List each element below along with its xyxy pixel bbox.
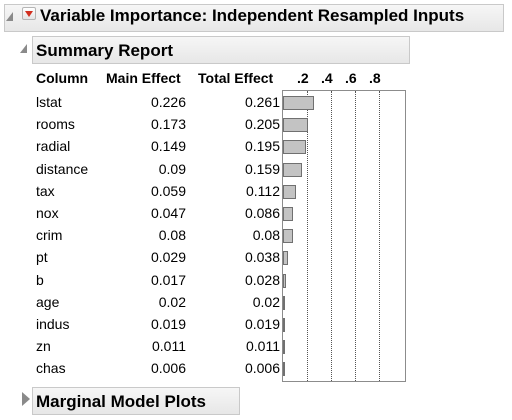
row-variable-name: distance <box>36 160 89 177</box>
row-variable-name: age <box>36 293 60 310</box>
row-variable-name: b <box>36 271 44 288</box>
marginal-model-plots-header[interactable] <box>32 387 240 415</box>
total-effect-bar <box>283 318 286 332</box>
row-main-effect: 0.011 <box>152 338 186 355</box>
row-main-effect: 0.09 <box>158 160 186 177</box>
row-main-effect: 0.173 <box>150 116 186 133</box>
row-total-effect: 0.112 <box>246 182 280 199</box>
row-main-effect: 0.226 <box>150 94 186 110</box>
total-effect-bar <box>283 340 285 355</box>
total-effect-bar <box>283 140 307 155</box>
row-variable-name: lstat <box>36 94 62 110</box>
total-effect-bar <box>283 96 315 110</box>
row-variable-name: rooms <box>36 116 75 133</box>
row-main-effect: 0.047 <box>150 205 186 221</box>
total-effect-bar <box>283 229 293 244</box>
total-effect-bar-chart <box>282 90 406 382</box>
row-total-effect: 0.011 <box>246 338 280 355</box>
row-total-effect: 0.028 <box>244 271 280 288</box>
column-header-column: Column <box>36 70 89 86</box>
summary-report-title: Summary Report <box>36 41 173 60</box>
total-effect-bar <box>283 362 285 377</box>
row-main-effect: 0.006 <box>150 360 186 377</box>
row-main-effect: 0.017 <box>150 271 186 288</box>
total-effect-bar <box>283 118 308 133</box>
row-total-effect: 0.195 <box>244 138 280 155</box>
total-effect-bar <box>283 162 303 177</box>
row-total-effect: 0.205 <box>244 116 280 133</box>
axis-gridline <box>379 91 380 381</box>
row-main-effect: 0.019 <box>150 316 186 332</box>
red-triangle-menu-icon[interactable] <box>22 7 36 20</box>
row-variable-name: zn <box>36 338 51 355</box>
row-main-effect: 0.029 <box>150 249 186 266</box>
axis-tick-label: .6 <box>345 70 357 86</box>
row-main-effect: 0.059 <box>150 182 186 199</box>
total-effect-bar <box>283 295 286 310</box>
row-variable-name: pt <box>36 249 48 266</box>
row-total-effect: 0.006 <box>244 360 280 377</box>
total-effect-bar <box>283 273 287 288</box>
axis-gridline <box>331 91 332 381</box>
row-total-effect: 0.086 <box>244 205 280 221</box>
variable-importance-header <box>4 4 504 32</box>
axis-gridline <box>355 91 356 381</box>
row-total-effect: 0.038 <box>244 249 280 266</box>
row-main-effect: 0.08 <box>158 227 186 244</box>
row-total-effect: 0.019 <box>244 316 280 332</box>
axis-tick-label: .8 <box>369 70 381 86</box>
row-variable-name: crim <box>36 227 63 244</box>
axis-gridline <box>307 91 308 381</box>
row-main-effect: 0.149 <box>150 138 186 155</box>
disclosure-open-icon[interactable] <box>6 12 13 21</box>
column-header-total-effect: Total Effect <box>198 70 274 86</box>
summary-report-header[interactable] <box>32 36 410 64</box>
row-main-effect: 0.02 <box>158 293 186 310</box>
row-total-effect: 0.02 <box>252 293 280 310</box>
marginal-model-plots-title: Marginal Model Plots <box>36 392 207 411</box>
row-variable-name: radial <box>36 138 71 155</box>
row-total-effect: 0.261 <box>244 94 280 110</box>
row-total-effect: 0.159 <box>244 160 280 177</box>
total-effect-bar <box>283 207 294 221</box>
total-effect-bar <box>283 184 297 199</box>
page-title: Variable Importance: Independent Resampl… <box>40 6 465 25</box>
row-variable-name: nox <box>36 205 59 221</box>
row-variable-name: indus <box>36 316 70 332</box>
marginal-disclosure-icon[interactable] <box>22 392 30 406</box>
axis-tick-label: .2 <box>297 70 309 86</box>
row-variable-name: chas <box>36 360 66 377</box>
column-header-main-effect: Main Effect <box>106 70 181 86</box>
total-effect-bar <box>283 251 288 266</box>
row-variable-name: tax <box>36 182 55 199</box>
axis-tick-label: .4 <box>321 70 333 86</box>
summary-disclosure-icon[interactable] <box>20 44 27 53</box>
row-total-effect: 0.08 <box>252 227 280 244</box>
